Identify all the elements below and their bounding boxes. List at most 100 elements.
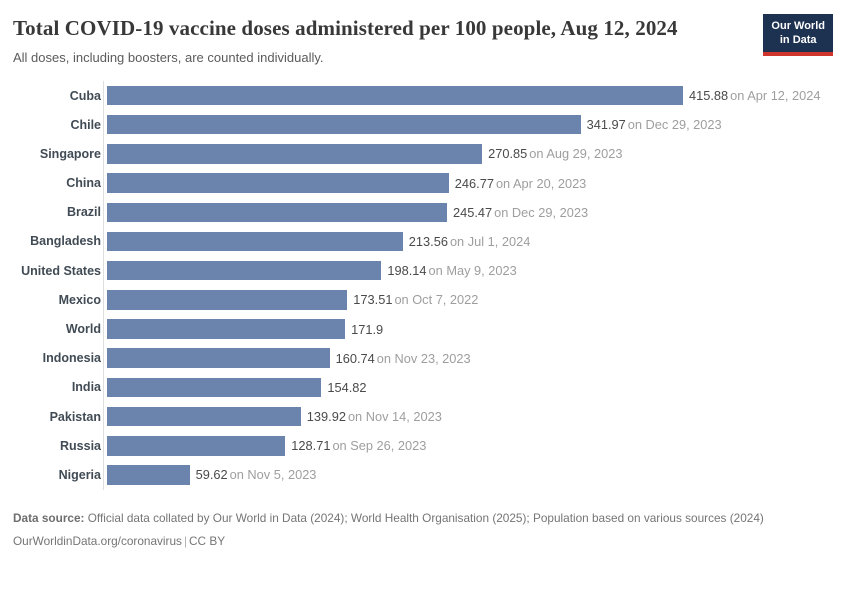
owid-link[interactable]: OurWorldinData.org/coronavirus <box>13 534 182 549</box>
bar-value: 59.62 on Nov 5, 2023 <box>196 467 317 482</box>
plot-area: 139.92 on Nov 14, 2023 <box>103 401 834 432</box>
owid-logo[interactable]: Our World in Data <box>763 14 833 56</box>
country-label: Russia <box>60 438 101 453</box>
plot-area: 171.9 <box>103 314 834 344</box>
bar-value: 245.47 on Dec 29, 2023 <box>453 205 588 220</box>
plot-area: 59.62 on Nov 5, 2023 <box>103 460 834 490</box>
bar-value: 341.97 on Dec 29, 2023 <box>587 117 722 132</box>
owid-logo-line2: in Data <box>779 34 817 47</box>
footer-link-line: OurWorldinData.org/coronavirus | CC BY <box>13 533 813 550</box>
bar-value-date: on May 9, 2023 <box>428 263 517 279</box>
bar-value: 128.71 on Sep 26, 2023 <box>291 438 426 453</box>
bar[interactable] <box>107 173 449 193</box>
country-label: Mexico <box>58 292 101 307</box>
bar-value-number: 213.56 <box>408 233 448 249</box>
footer-separator: | <box>183 534 188 549</box>
bar-value: 415.88 on Apr 12, 2024 <box>689 88 821 103</box>
bar[interactable] <box>107 260 382 281</box>
plot-area: 415.88 on Apr 12, 2024 <box>103 80 834 111</box>
country-label: Brazil <box>66 205 101 220</box>
bar-value-date: on Sep 26, 2023 <box>332 438 427 454</box>
bar-value-date: on Apr 20, 2023 <box>495 175 587 191</box>
bar[interactable] <box>107 436 286 456</box>
bar-value: 246.77 on Apr 20, 2023 <box>455 176 587 191</box>
country-label: Cuba <box>69 88 101 103</box>
bar-value-number: 128.71 <box>291 438 331 454</box>
country-label: Singapore <box>39 146 101 161</box>
bar-chart-rows: Cuba 415.88 on Apr 12, 2024 Chile 341.97 o… <box>13 80 834 490</box>
plot-area: 213.56 on Jul 1, 2024 <box>103 226 834 257</box>
bar[interactable] <box>107 231 403 252</box>
bar-value-number: 173.51 <box>353 292 393 308</box>
bar-value-number: 139.92 <box>306 409 346 425</box>
country-label: United States <box>21 263 101 278</box>
country-label: Nigeria <box>58 467 101 482</box>
bar-value-number: 415.88 <box>689 88 729 104</box>
bar-value-number: 245.47 <box>453 204 493 220</box>
country-label: World <box>65 322 101 337</box>
table-row: Nigeria 59.62 on Nov 5, 2023 <box>13 460 834 490</box>
data-source-line: Data source: Official data collated by O… <box>13 510 813 527</box>
bar[interactable] <box>107 319 346 339</box>
bar-value-date: on Jul 1, 2024 <box>449 233 531 249</box>
table-row: World 171.9 <box>13 314 834 344</box>
bar-value-date: on Nov 14, 2023 <box>347 409 442 425</box>
license-label[interactable]: CC BY <box>189 534 226 549</box>
plot-area: 173.51 on Oct 7, 2022 <box>103 285 834 315</box>
footer: Data source: Official data collated by O… <box>13 510 813 551</box>
bar-value-date: on Nov 23, 2023 <box>376 350 471 366</box>
bar-value: 139.92 on Nov 14, 2023 <box>307 409 442 424</box>
table-row: Bangladesh 213.56 on Jul 1, 2024 <box>13 226 834 257</box>
page-title: Total COVID-19 vaccine doses administere… <box>13 16 678 40</box>
bar-value-number: 198.14 <box>387 263 427 279</box>
table-row: Russia 128.71 on Sep 26, 2023 <box>13 431 834 461</box>
table-row: Mexico 173.51 on Oct 7, 2022 <box>13 285 834 315</box>
country-label: China <box>66 176 101 191</box>
plot-area: 341.97 on Dec 29, 2023 <box>103 110 834 140</box>
bar-value: 173.51 on Oct 7, 2022 <box>353 292 478 307</box>
plot-area: 245.47 on Dec 29, 2023 <box>103 197 834 227</box>
bar-chart: Cuba 415.88 on Apr 12, 2024 Chile 341.97 o… <box>13 80 834 490</box>
bar-value: 154.82 <box>327 380 368 395</box>
bar[interactable] <box>107 144 483 164</box>
bar-value: 171.9 <box>351 322 385 337</box>
country-label: Chile <box>70 117 101 132</box>
bar-value-date: on Nov 5, 2023 <box>229 467 317 483</box>
bar-value-number: 154.82 <box>327 379 367 395</box>
bar[interactable] <box>107 377 322 398</box>
bar[interactable] <box>107 85 683 106</box>
page-subtitle: All doses, including boosters, are count… <box>13 49 324 65</box>
table-row: Singapore 270.85 on Aug 29, 2023 <box>13 139 834 169</box>
data-source-text: Official data collated by Our World in D… <box>84 510 764 525</box>
table-row: Indonesia 160.74 on Nov 23, 2023 <box>13 343 834 373</box>
bar[interactable] <box>107 348 330 368</box>
bar[interactable] <box>107 406 301 427</box>
bar[interactable] <box>107 290 348 310</box>
plot-area: 246.77 on Apr 20, 2023 <box>103 168 834 198</box>
plot-area: 128.71 on Sep 26, 2023 <box>103 431 834 461</box>
bar-value-number: 341.97 <box>586 117 626 133</box>
table-row: Pakistan 139.92 on Nov 14, 2023 <box>13 401 834 432</box>
table-row: Chile 341.97 on Dec 29, 2023 <box>13 110 834 140</box>
bar-value: 160.74 on Nov 23, 2023 <box>336 351 471 366</box>
bar-value: 198.14 on May 9, 2023 <box>387 263 516 278</box>
country-label: India <box>71 380 101 395</box>
bar[interactable] <box>107 202 447 223</box>
bar-value-date: on Oct 7, 2022 <box>394 292 479 308</box>
bar[interactable] <box>107 465 190 485</box>
plot-area: 198.14 on May 9, 2023 <box>103 256 834 286</box>
plot-area: 160.74 on Nov 23, 2023 <box>103 343 834 373</box>
bar-value-number: 160.74 <box>335 350 375 366</box>
country-label: Bangladesh <box>30 234 101 249</box>
bar[interactable] <box>107 114 581 135</box>
bar-value-number: 171.9 <box>351 321 384 337</box>
country-label: Indonesia <box>42 351 101 366</box>
bar-value-number: 246.77 <box>454 175 494 191</box>
table-row: United States 198.14 on May 9, 2023 <box>13 256 834 286</box>
bar-value-date: on Dec 29, 2023 <box>494 204 589 220</box>
bar-value-date: on Aug 29, 2023 <box>529 146 623 162</box>
bar-value: 270.85 on Aug 29, 2023 <box>488 146 622 161</box>
plot-area: 154.82 <box>103 372 834 402</box>
plot-area: 270.85 on Aug 29, 2023 <box>103 139 834 169</box>
